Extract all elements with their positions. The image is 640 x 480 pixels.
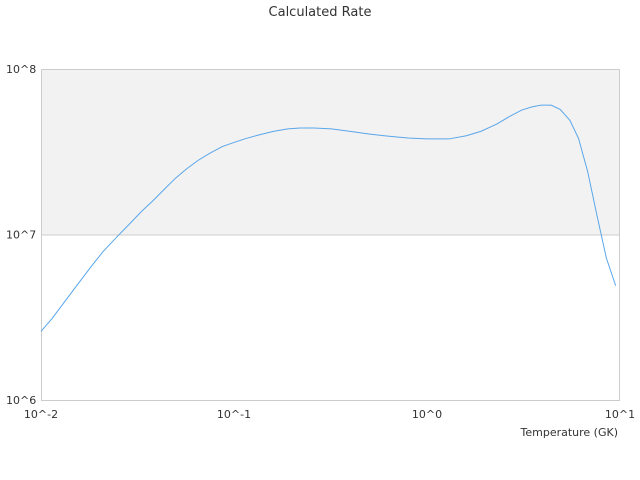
x-axis-label: Temperature (GK) xyxy=(520,426,619,439)
y-tick-label: 10^8 xyxy=(6,63,36,76)
axes xyxy=(41,69,620,401)
chart-title: Calculated Rate xyxy=(269,5,372,20)
x-tick-label: 10^1 xyxy=(605,408,635,421)
x-tick-label: 10^-2 xyxy=(24,408,58,421)
y-tick-label: 10^6 xyxy=(6,394,36,407)
x-tick-label: 10^-1 xyxy=(217,408,251,421)
y-tick-label: 10^7 xyxy=(6,229,36,242)
shaded-band xyxy=(41,69,620,235)
tick-labels: 10^6 10^7 10^8 10^-2 10^-1 10^0 10^1 xyxy=(6,63,635,421)
x-tick-label: 10^0 xyxy=(412,408,442,421)
series-line xyxy=(40,104,617,332)
